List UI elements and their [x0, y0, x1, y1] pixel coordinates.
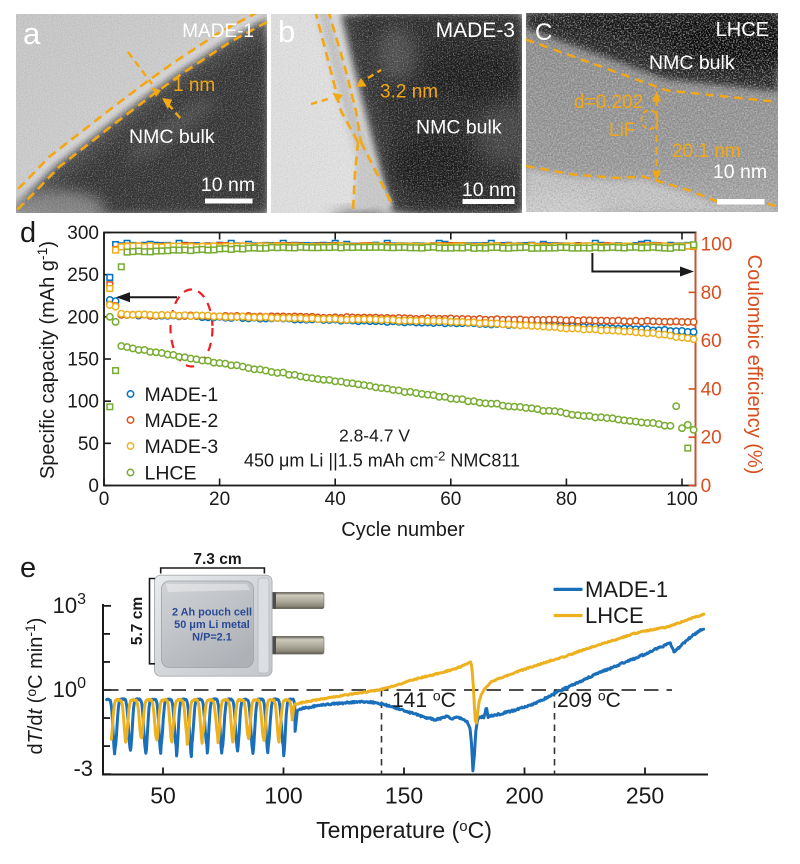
svg-text:MADE-1: MADE-1 — [182, 21, 254, 42]
svg-text:LiF: LiF — [609, 120, 635, 141]
svg-text:dT/dt (oC min-1): dT/dt (oC min-1) — [22, 618, 47, 755]
svg-text:100: 100 — [264, 783, 302, 809]
svg-text:141 oC: 141 oC — [392, 688, 456, 713]
svg-text:200: 200 — [505, 783, 543, 809]
svg-text:MADE-3: MADE-3 — [436, 19, 515, 42]
svg-text:5.7 cm: 5.7 cm — [129, 597, 146, 645]
svg-text:2 Ah pouch cell: 2 Ah pouch cell — [172, 607, 252, 619]
svg-text:LHCE: LHCE — [716, 19, 769, 41]
svg-text:50: 50 — [150, 783, 176, 809]
svg-text:NMC bulk: NMC bulk — [129, 126, 215, 148]
svg-text:209 oC: 209 oC — [557, 688, 621, 713]
svg-text:50 μm Li metal: 50 μm Li metal — [174, 619, 250, 631]
svg-text:Coulombic efficiency (%): Coulombic efficiency (%) — [743, 255, 765, 475]
svg-text:2.8-4.7 V: 2.8-4.7 V — [339, 426, 410, 446]
svg-text:250: 250 — [67, 265, 99, 286]
svg-text:10 nm: 10 nm — [713, 161, 767, 183]
svg-text:0: 0 — [701, 476, 712, 497]
svg-text:7.3 cm: 7.3 cm — [193, 551, 241, 568]
svg-text:d: d — [20, 217, 36, 249]
svg-text:20: 20 — [209, 489, 230, 510]
svg-text:a: a — [23, 16, 41, 51]
svg-text:20.1 nm: 20.1 nm — [672, 141, 741, 162]
svg-text:Cycle number: Cycle number — [341, 519, 465, 541]
svg-text:450 μm Li ||1.5 mAh cm-2 NMC81: 450 μm Li ||1.5 mAh cm-2 NMC811 — [244, 449, 520, 471]
svg-text:103: 103 — [53, 591, 86, 618]
svg-text:1 nm: 1 nm — [173, 75, 215, 96]
svg-text:80: 80 — [556, 489, 577, 510]
svg-text:300: 300 — [67, 223, 99, 244]
svg-text:NMC bulk: NMC bulk — [416, 117, 502, 139]
svg-text:50: 50 — [78, 434, 99, 455]
svg-text:e: e — [20, 552, 36, 584]
svg-text:3.2 nm: 3.2 nm — [380, 82, 438, 103]
svg-text:40: 40 — [701, 379, 722, 400]
svg-text:100: 100 — [666, 489, 698, 510]
svg-text:0: 0 — [88, 476, 99, 497]
svg-text:MADE-2: MADE-2 — [145, 410, 219, 432]
svg-text:MADE-3: MADE-3 — [145, 436, 219, 458]
svg-text:LHCE: LHCE — [145, 462, 197, 484]
svg-text:10 nm: 10 nm — [462, 179, 516, 201]
svg-text:200: 200 — [67, 307, 99, 328]
svg-text:40: 40 — [325, 489, 346, 510]
svg-text:10 nm: 10 nm — [201, 174, 255, 196]
svg-text:100: 100 — [53, 675, 86, 702]
svg-text:-3: -3 — [73, 756, 93, 781]
svg-text:100: 100 — [701, 235, 733, 256]
svg-text:150: 150 — [67, 350, 99, 371]
svg-text:250: 250 — [626, 783, 664, 809]
svg-text:b: b — [278, 14, 295, 49]
svg-text:0: 0 — [99, 489, 110, 510]
svg-text:C: C — [535, 19, 552, 46]
svg-text:MADE-1: MADE-1 — [585, 577, 668, 602]
svg-text:MADE-1: MADE-1 — [145, 384, 219, 406]
svg-text:20: 20 — [701, 428, 722, 449]
svg-text:100: 100 — [67, 392, 99, 413]
svg-text:Specific capacity (mAh g-1): Specific capacity (mAh g-1) — [34, 241, 59, 479]
svg-text:NMC bulk: NMC bulk — [649, 52, 735, 74]
svg-text:150: 150 — [385, 783, 423, 809]
svg-text:80: 80 — [701, 283, 722, 304]
svg-text:LHCE: LHCE — [585, 603, 644, 628]
svg-text:N/P=2.1: N/P=2.1 — [192, 632, 232, 644]
svg-text:d=0.202: d=0.202 — [574, 92, 643, 113]
svg-text:60: 60 — [440, 489, 461, 510]
svg-text:60: 60 — [701, 331, 722, 352]
svg-text:Temperature (oC): Temperature (oC) — [316, 817, 492, 843]
